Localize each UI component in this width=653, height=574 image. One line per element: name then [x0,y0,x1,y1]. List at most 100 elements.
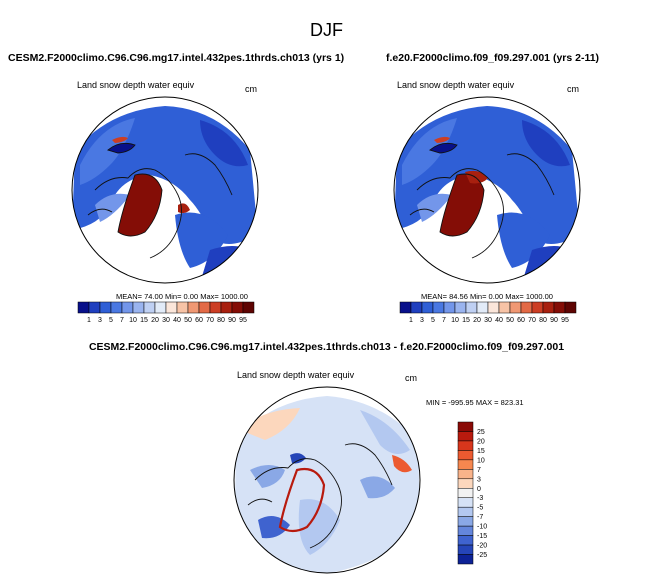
left-panel-title: CESM2.F2000climo.C96.C96.mg17.intel.432p… [8,52,345,64]
left-colorbar-tick-label: 50 [184,317,192,324]
right-coastlines [409,142,555,259]
right-colorbar-box [509,301,522,314]
right-colorbar-tick-label: 70 [528,317,536,324]
left-colorbar-box [154,301,167,314]
right-colorbar-box [564,301,577,314]
right-colorbar-box [410,301,423,314]
difference-colorbar-box [457,478,474,489]
diff-units-label: cm [405,373,417,383]
difference-colorbar-tick-label: -10 [477,524,487,531]
difference-colorbar-tick-label: 10 [477,457,485,464]
right-colorbar-box [399,301,412,314]
difference-colorbar-box [457,497,474,508]
greenland-difference-outline [278,467,326,533]
left-map-boundary [71,96,259,284]
left-colorbar-box [198,301,211,314]
left-colorbar-box [99,301,112,314]
right-colorbar-tick-label: 20 [473,317,481,324]
left-stats-text: MEAN= 74.00 Min= 0.00 Max= 1000.00 [116,292,248,301]
difference-colorbar-tick-label: 15 [477,448,485,455]
left-colorbar-tick-label: 90 [228,317,236,324]
difference-colorbar-box [457,554,474,565]
left-colorbar-box [220,301,233,314]
left-colorbar-tick-label: 60 [195,317,203,324]
left-colorbar-box [231,301,244,314]
right-map-boundary [393,96,581,284]
difference-colorbar-tick-label: -7 [477,514,483,521]
difference-colorbar-box [457,431,474,442]
difference-panel-title: CESM2.F2000climo.C96.C96.mg17.intel.432p… [88,341,565,353]
difference-colorbar-box [457,450,474,461]
left-colorbar-box [165,301,178,314]
right-stats-text: MEAN= 84.56 Min= 0.00 Max= 1000.00 [421,292,553,301]
right-variable-label: Land snow depth water equiv [397,80,515,90]
left-colorbar-box [77,301,90,314]
difference-map [234,387,420,573]
right-colorbar-box [531,301,544,314]
right-colorbar-tick-label: 7 [442,317,446,324]
right-colorbar-tick-label: 60 [517,317,525,324]
left-colorbar-box [132,301,145,314]
right-colorbar-tick-label: 30 [484,317,492,324]
left-colorbar-tick-label: 95 [239,317,247,324]
difference-colorbar-box [457,421,474,432]
difference-colorbar-box [457,440,474,451]
left-colorbar-box [88,301,101,314]
right-colorbar-tick-label: 95 [561,317,569,324]
difference-colorbar-tick-label: -5 [477,505,483,512]
diff-variable-label: Land snow depth water equiv [237,370,355,380]
difference-colorbar-box [457,535,474,546]
left-coastlines [87,142,233,259]
left-colorbar-tick-label: 40 [173,317,181,324]
left-colorbar-tick-label: 5 [109,317,113,324]
left-colorbar-box [121,301,134,314]
right-colorbar-box [454,301,467,314]
left-colorbar-box [176,301,189,314]
right-colorbar-box [520,301,533,314]
difference-colorbar-box [457,516,474,527]
right-units-label: cm [567,84,579,94]
left-colorbar-tick-label: 20 [151,317,159,324]
right-colorbar-box [542,301,555,314]
difference-colorbar-tick-label: 3 [477,476,481,483]
difference-colorbar-tick-label: 7 [477,467,481,474]
difference-colorbar-tick-label: -20 [477,543,487,550]
right-colorbar-box [487,301,500,314]
right-colorbar-tick-label: 5 [431,317,435,324]
right-colorbar-tick-label: 90 [550,317,558,324]
left-colorbar-box [110,301,123,314]
difference-colorbar-tick-label: 20 [477,438,485,445]
difference-colorbar-box [457,459,474,470]
left-colorbar: 1 3 5 7 10 15 20 30 40 50 60 70 80 90 95 [77,301,255,324]
left-colorbar-tick-label: 80 [217,317,225,324]
left-colorbar-tick-label: 30 [162,317,170,324]
diff-stats-text: MIN = -995.95 MAX = 823.31 [426,398,524,407]
left-colorbar-box [242,301,255,314]
difference-colorbar: 25 20 15 10 7 3 0 -3 -5 -7 -10 -15 -20 -25 [457,421,487,565]
right-colorbar-tick-label: 50 [506,317,514,324]
left-colorbar-tick-label: 1 [87,317,91,324]
difference-colorbar-box [457,469,474,480]
right-colorbar-tick-label: 10 [451,317,459,324]
right-colorbar-tick-label: 80 [539,317,547,324]
difference-colorbar-tick-label: 25 [477,429,485,436]
difference-colorbar-tick-label: -3 [477,495,483,502]
left-units-label: cm [245,84,257,94]
left-colorbar-tick-label: 7 [120,317,124,324]
difference-colorbar-box [457,488,474,498]
difference-colorbar-box [457,525,474,536]
difference-colorbar-tick-label: 0 [477,486,481,493]
difference-colorbar-box [457,506,474,517]
right-colorbar: 1 3 5 7 10 15 20 30 40 50 60 70 80 90 95 [399,301,577,324]
right-colorbar-box [476,301,489,314]
left-colorbar-box [187,301,200,314]
right-colorbar-tick-label: 15 [462,317,470,324]
difference-map-boundary [233,386,421,574]
left-colorbar-tick-label: 3 [98,317,102,324]
right-colorbar-box [553,301,566,314]
right-panel-title: f.e20.F2000climo.f09_f09.297.001 (yrs 2-… [386,52,600,64]
season-title: DJF [310,20,343,40]
left-colorbar-box [143,301,156,314]
right-colorbar-box [421,301,434,314]
